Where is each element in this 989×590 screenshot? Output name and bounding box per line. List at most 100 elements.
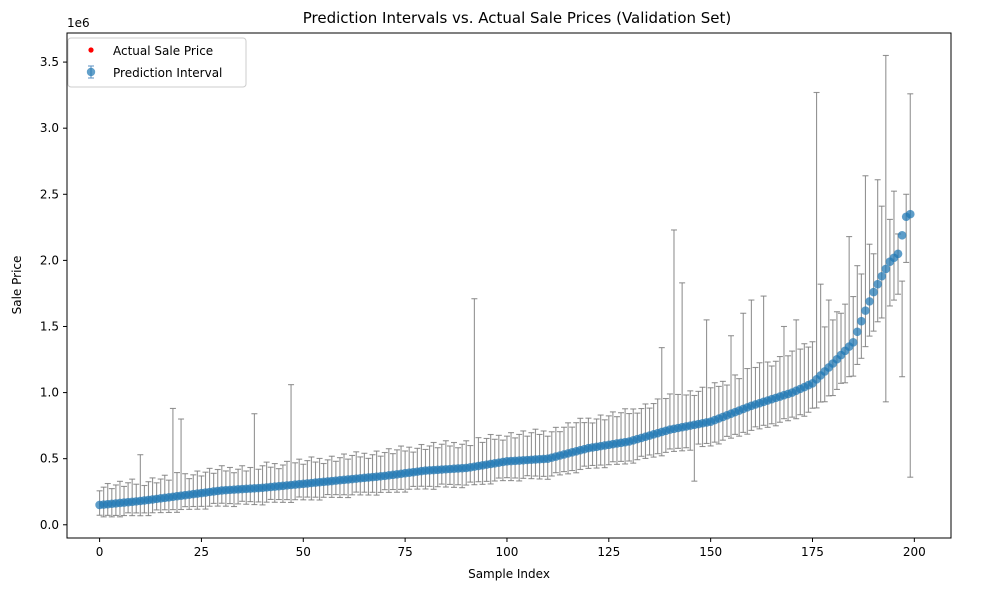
error-bar-49	[296, 458, 303, 498]
point-192	[877, 271, 887, 281]
error-bar-93	[475, 437, 482, 483]
error-bar-2	[104, 482, 111, 516]
error-bar-171	[793, 319, 800, 420]
y-tick-label-7: 3.5	[40, 55, 59, 69]
x-tick-label-4: 100	[496, 545, 519, 559]
error-bar-98	[495, 434, 502, 479]
error-bar-138	[658, 347, 665, 457]
error-bar-174	[805, 346, 812, 413]
error-bars	[96, 54, 914, 518]
legend-label-actual: Actual Sale Price	[113, 44, 213, 58]
error-bar-193	[882, 54, 889, 403]
error-bar-129	[622, 408, 629, 465]
error-bar-140	[666, 393, 673, 450]
point-190	[869, 287, 878, 297]
error-bar-167	[776, 355, 783, 423]
prediction-points	[95, 209, 915, 510]
error-bar-137	[654, 398, 661, 455]
error-bar-164	[764, 361, 771, 428]
error-bar-155	[728, 335, 735, 439]
error-bar-119	[581, 422, 588, 467]
y-tick-label-4: 2.0	[40, 253, 59, 267]
point-199	[905, 209, 915, 219]
legend: Actual Sale Price Prediction Interval	[67, 37, 247, 88]
error-bar-145	[687, 390, 694, 451]
error-bar-151	[711, 382, 718, 443]
error-bar-178	[821, 326, 828, 403]
error-bar-154	[723, 384, 730, 437]
error-bar-192	[878, 205, 885, 319]
error-bar-51	[304, 460, 311, 498]
plot-area	[66, 32, 952, 539]
error-bar-41	[263, 461, 270, 503]
error-bar-100	[503, 435, 510, 479]
y-tick-label-0: 0.0	[40, 518, 59, 532]
error-bar-189	[866, 243, 873, 337]
point-186	[853, 327, 862, 337]
error-bar-70	[381, 451, 388, 491]
y-axis-ticks: 0.0 0.5 1.0 1.5 2.0 2.5 3.0 3.5	[40, 55, 67, 532]
error-bar-158	[740, 312, 747, 433]
error-bar-120	[585, 417, 592, 469]
x-tick-label-1: 25	[194, 545, 209, 559]
error-bar-191	[874, 179, 881, 323]
x-axis-label: Sample Index	[468, 567, 550, 581]
error-bar-125	[605, 415, 612, 466]
error-bar-148	[699, 386, 706, 448]
x-tick-label-8: 200	[903, 545, 926, 559]
error-bar-161	[752, 366, 759, 428]
error-bar-123	[597, 414, 604, 466]
error-bar-104	[520, 430, 527, 479]
x-tick-label-5: 125	[597, 545, 620, 559]
point-188	[861, 306, 870, 315]
y-tick-label-3: 1.5	[40, 319, 59, 333]
error-bar-8	[129, 478, 136, 517]
point-191	[873, 279, 882, 289]
error-bar-188	[862, 175, 869, 348]
error-bar-187	[858, 273, 865, 359]
error-bar-170	[789, 350, 796, 418]
error-bar-153	[719, 380, 726, 441]
error-bar-139	[662, 397, 669, 453]
error-bar-101	[508, 432, 515, 482]
error-bar-159	[744, 367, 751, 435]
error-bar-175	[809, 341, 816, 409]
chart-title: Prediction Intervals vs. Actual Sale Pri…	[303, 9, 732, 27]
y-tick-label-5: 2.5	[40, 187, 59, 201]
error-bar-126	[609, 411, 616, 463]
error-bar-65	[361, 452, 368, 493]
legend-marker-interval	[86, 65, 96, 79]
x-tick-label-6: 150	[699, 545, 722, 559]
point-196	[893, 249, 903, 259]
error-bar-195	[890, 190, 897, 301]
error-bar-84	[438, 443, 445, 485]
error-bar-133	[638, 407, 645, 457]
error-bar-35	[239, 465, 246, 502]
error-bar-115	[565, 422, 572, 475]
error-bar-147	[695, 390, 702, 445]
error-bar-46	[283, 460, 290, 501]
error-bar-27	[206, 467, 213, 507]
error-bar-128	[618, 412, 625, 462]
error-bar-150	[707, 387, 714, 447]
error-bar-30	[218, 465, 225, 504]
error-bar-95	[483, 437, 490, 482]
point-187	[857, 316, 866, 326]
error-bar-74	[398, 445, 405, 490]
error-bar-7	[125, 482, 132, 514]
error-bar-92	[471, 298, 478, 486]
error-bar-144	[683, 394, 690, 449]
error-bar-79	[418, 443, 425, 487]
legend-label-interval: Prediction Interval	[113, 66, 222, 80]
error-bar-71	[385, 448, 392, 493]
error-bar-76	[406, 446, 413, 490]
error-bar-176	[813, 91, 820, 409]
error-bar-16	[161, 474, 168, 511]
error-bar-162	[756, 362, 763, 430]
legend-marker-actual	[88, 47, 94, 53]
error-bar-181	[833, 311, 840, 390]
y-axis-label: Sale Price	[10, 256, 24, 315]
point-193	[881, 264, 891, 274]
error-bar-107	[532, 428, 539, 477]
error-bar-96	[487, 433, 494, 485]
